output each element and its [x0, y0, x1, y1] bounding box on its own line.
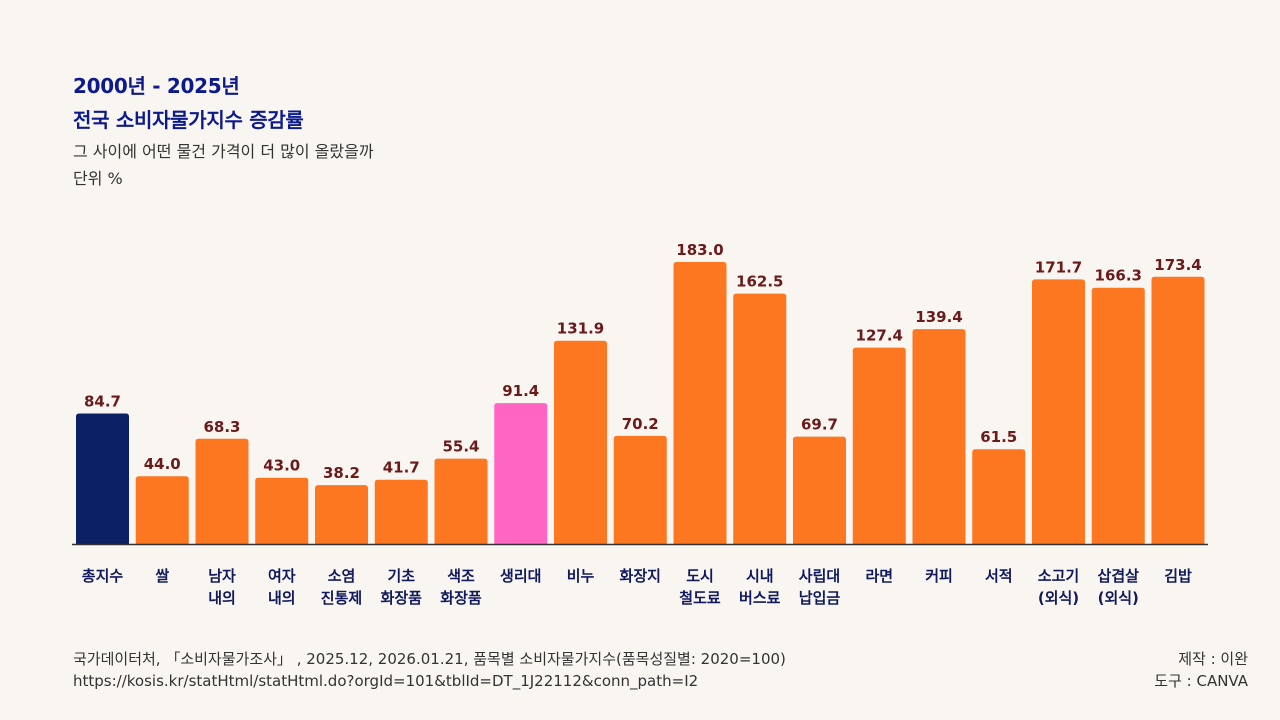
value-label: 41.7 [383, 459, 420, 477]
chart-title: 전국 소비자물가지수 증감률 [73, 108, 304, 132]
category-label: 진통제 [321, 589, 362, 607]
category-label: 내의 [208, 589, 236, 607]
value-label: 69.7 [801, 416, 838, 434]
category-label: (외식) [1038, 589, 1079, 607]
value-label: 171.7 [1035, 258, 1082, 276]
category-label: 납입금 [799, 589, 841, 607]
value-label: 166.3 [1095, 267, 1142, 285]
bar [793, 436, 846, 544]
category-label: 소고기 [1038, 567, 1079, 585]
bar [135, 476, 189, 544]
category-label: 버스료 [739, 589, 781, 607]
chart-title-years: 2000년 - 2025년 [73, 74, 240, 98]
source-citation: 국가데이터처, 「소비자물가조사」 , 2025.12, 2026.01.21,… [73, 650, 786, 668]
value-label: 173.4 [1154, 256, 1201, 274]
category-label: 화장품 [440, 589, 482, 607]
unit-label: 단위 % [73, 169, 123, 188]
bar [195, 438, 249, 544]
category-label: 내의 [268, 589, 296, 607]
credit-tool: 도구 : CANVA [1154, 672, 1248, 690]
value-label: 44.0 [144, 455, 181, 473]
category-label: 철도료 [679, 589, 721, 607]
credit-author: 제작 : 이완 [1178, 650, 1248, 668]
category-label: 여자 [268, 567, 296, 585]
category-label: 삽겹살 [1098, 567, 1140, 585]
bar [733, 293, 787, 544]
value-label: 55.4 [442, 438, 479, 456]
category-label: 비누 [567, 567, 595, 585]
source-url: https://kosis.kr/statHtml/statHtml.do?or… [73, 672, 699, 690]
category-label: 커피 [925, 567, 953, 585]
category-label: 소염 [328, 567, 356, 585]
value-label: 43.0 [263, 457, 300, 475]
bar [852, 347, 906, 544]
value-label: 70.2 [622, 415, 659, 433]
category-label: 남자 [208, 567, 236, 585]
category-label: 도시 [686, 567, 714, 585]
category-label: 시내 [746, 567, 774, 585]
value-label: 127.4 [856, 327, 903, 345]
category-label: 화장지 [620, 567, 661, 585]
bar [76, 413, 129, 544]
bar [494, 403, 548, 544]
value-label: 68.3 [203, 418, 240, 436]
bar [255, 477, 309, 544]
value-labels-group: 84.7 44.0 68.3 43.0 38.2 41.7 55.4 91.4 131.9 70.… [84, 241, 1202, 482]
category-label: 총지수 [82, 567, 124, 585]
category-label: 색조 [447, 567, 475, 585]
value-label: 162.5 [736, 273, 783, 291]
category-label: 라면 [865, 567, 893, 585]
bar [554, 340, 607, 544]
credit-note: 제작 : 이완 도구 : CANVA [1154, 648, 1248, 692]
value-label: 38.2 [323, 464, 360, 482]
category-label: 생리대 [500, 567, 541, 585]
bar [374, 479, 428, 544]
category-label: 화장품 [381, 589, 423, 607]
category-label: 서적 [985, 567, 1013, 585]
bar [315, 485, 368, 544]
source-note: 국가데이터처, 「소비자물가조사」 , 2025.12, 2026.01.21,… [73, 648, 786, 692]
value-label: 61.5 [980, 428, 1017, 446]
category-label: 김밥 [1164, 567, 1192, 585]
value-label: 131.9 [557, 320, 604, 338]
bar [972, 449, 1026, 544]
bar [912, 329, 966, 544]
bar [1151, 276, 1205, 544]
category-label: 사립대 [799, 567, 840, 585]
value-label: 91.4 [502, 382, 539, 400]
bar [434, 458, 488, 544]
bar [673, 262, 727, 544]
bar [1032, 279, 1085, 544]
category-label: 쌀 [155, 567, 169, 585]
value-label: 84.7 [84, 392, 121, 410]
chart-subtitle: 그 사이에 어떤 물건 가격이 더 많이 올랐을까 [73, 142, 374, 161]
bar [613, 435, 667, 544]
value-label: 183.0 [676, 241, 723, 259]
value-label: 139.4 [915, 308, 962, 326]
bar [1091, 287, 1145, 544]
bars-group [76, 262, 1205, 544]
category-label: 기초 [387, 567, 415, 585]
category-label: (외식) [1098, 589, 1139, 607]
